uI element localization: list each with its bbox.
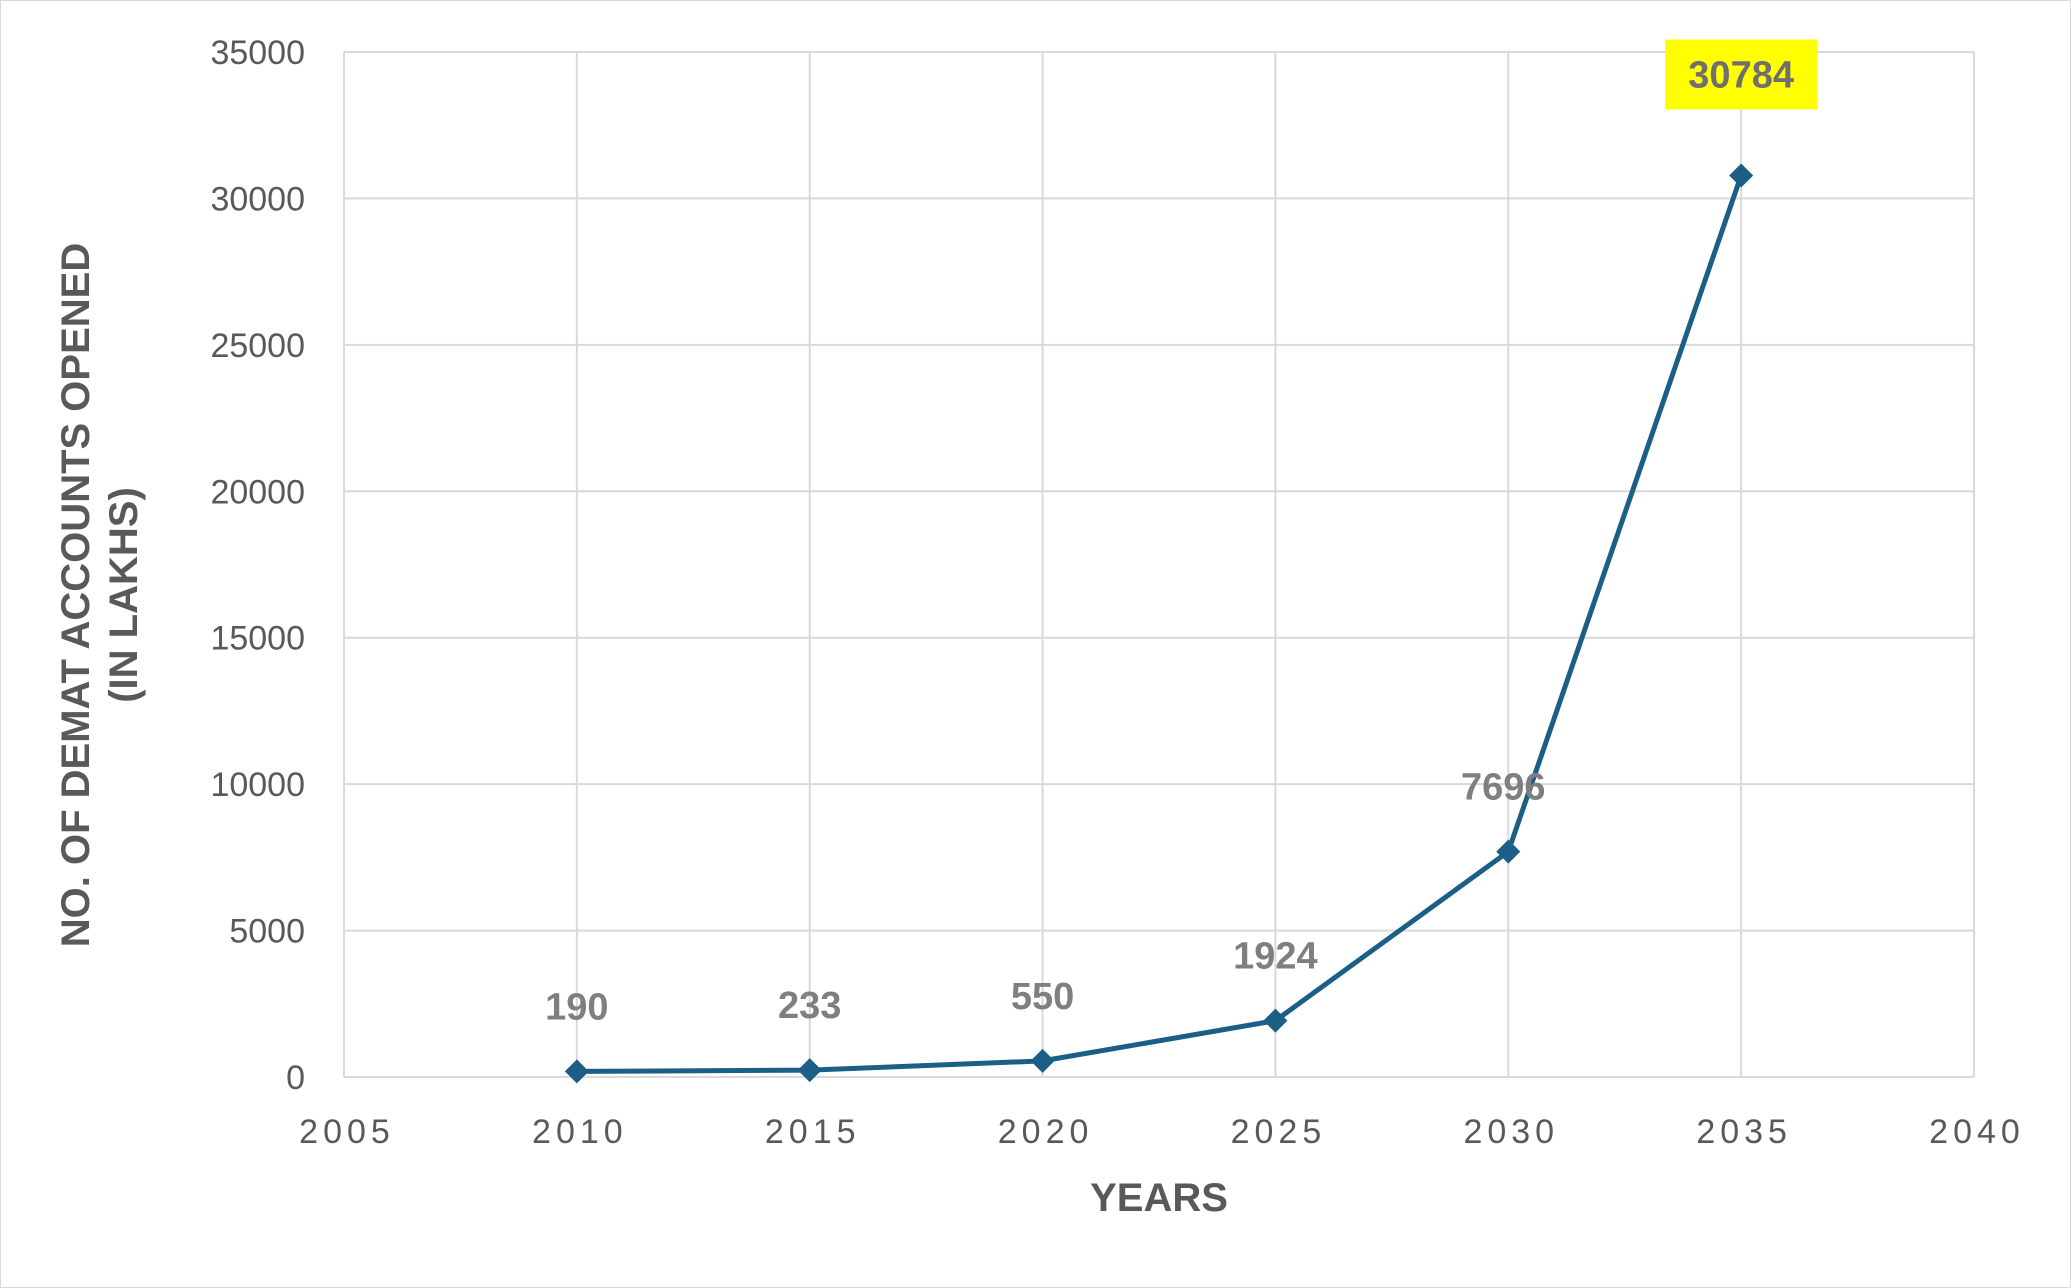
x-tick-label: 2020: [998, 1113, 1094, 1151]
data-label: 550: [1011, 976, 1074, 1018]
x-tick-label: 2015: [765, 1113, 861, 1151]
data-label: 190: [545, 986, 608, 1028]
x-tick-label: 2030: [1463, 1113, 1559, 1151]
data-label: 7696: [1461, 767, 1546, 809]
y-axis-title: NO. OF DEMAT ACCOUNTS OPENED (IN LAKHS): [54, 243, 146, 947]
x-tick-label: 2010: [532, 1113, 628, 1151]
grid-layer: [343, 51, 1975, 1078]
x-tick-labels: 2005 2010 2015 2020 2025 2030 2035 2040: [299, 1113, 2025, 1151]
data-point-marker: [1263, 1008, 1288, 1033]
x-tick-label: 2040: [1929, 1113, 2025, 1151]
y-tick-label: 0: [286, 1059, 305, 1097]
series-line: [576, 174, 1744, 1074]
highlight-box: [1665, 39, 1818, 110]
x-tick-label: 2035: [1696, 1113, 1792, 1151]
data-point-marker: [1729, 163, 1754, 188]
data-label: 233: [778, 985, 841, 1027]
y-tick-labels: 0 5000 10000 15000 20000 25000 30000 35000: [210, 34, 305, 1097]
y-axis-title-line-2: (IN LAKHS): [102, 487, 146, 703]
y-tick-label: 20000: [210, 473, 305, 511]
data-point-marker: [564, 1059, 589, 1084]
y-tick-label: 25000: [210, 327, 305, 365]
y-tick-label: 15000: [210, 620, 305, 658]
x-tick-label: 2025: [1231, 1113, 1327, 1151]
y-axis-title-line-1: NO. OF DEMAT ACCOUNTS OPENED: [54, 243, 98, 947]
x-axis-title: YEARS: [1090, 1176, 1228, 1220]
data-series: [564, 163, 1754, 1084]
x-tick-label: 2005: [299, 1113, 395, 1151]
data-label: 30784: [1688, 54, 1794, 96]
data-label: 1924: [1233, 936, 1318, 978]
y-tick-label: 30000: [210, 180, 305, 218]
data-point-marker: [797, 1058, 822, 1083]
y-tick-label: 10000: [210, 766, 305, 804]
data-point-marker: [1030, 1048, 1055, 1073]
data-point-marker: [1496, 839, 1521, 864]
data-labels: 190 233 550 1924 7696 30784: [545, 39, 1818, 1028]
y-tick-label: 35000: [210, 34, 305, 72]
y-tick-label: 5000: [229, 913, 305, 951]
